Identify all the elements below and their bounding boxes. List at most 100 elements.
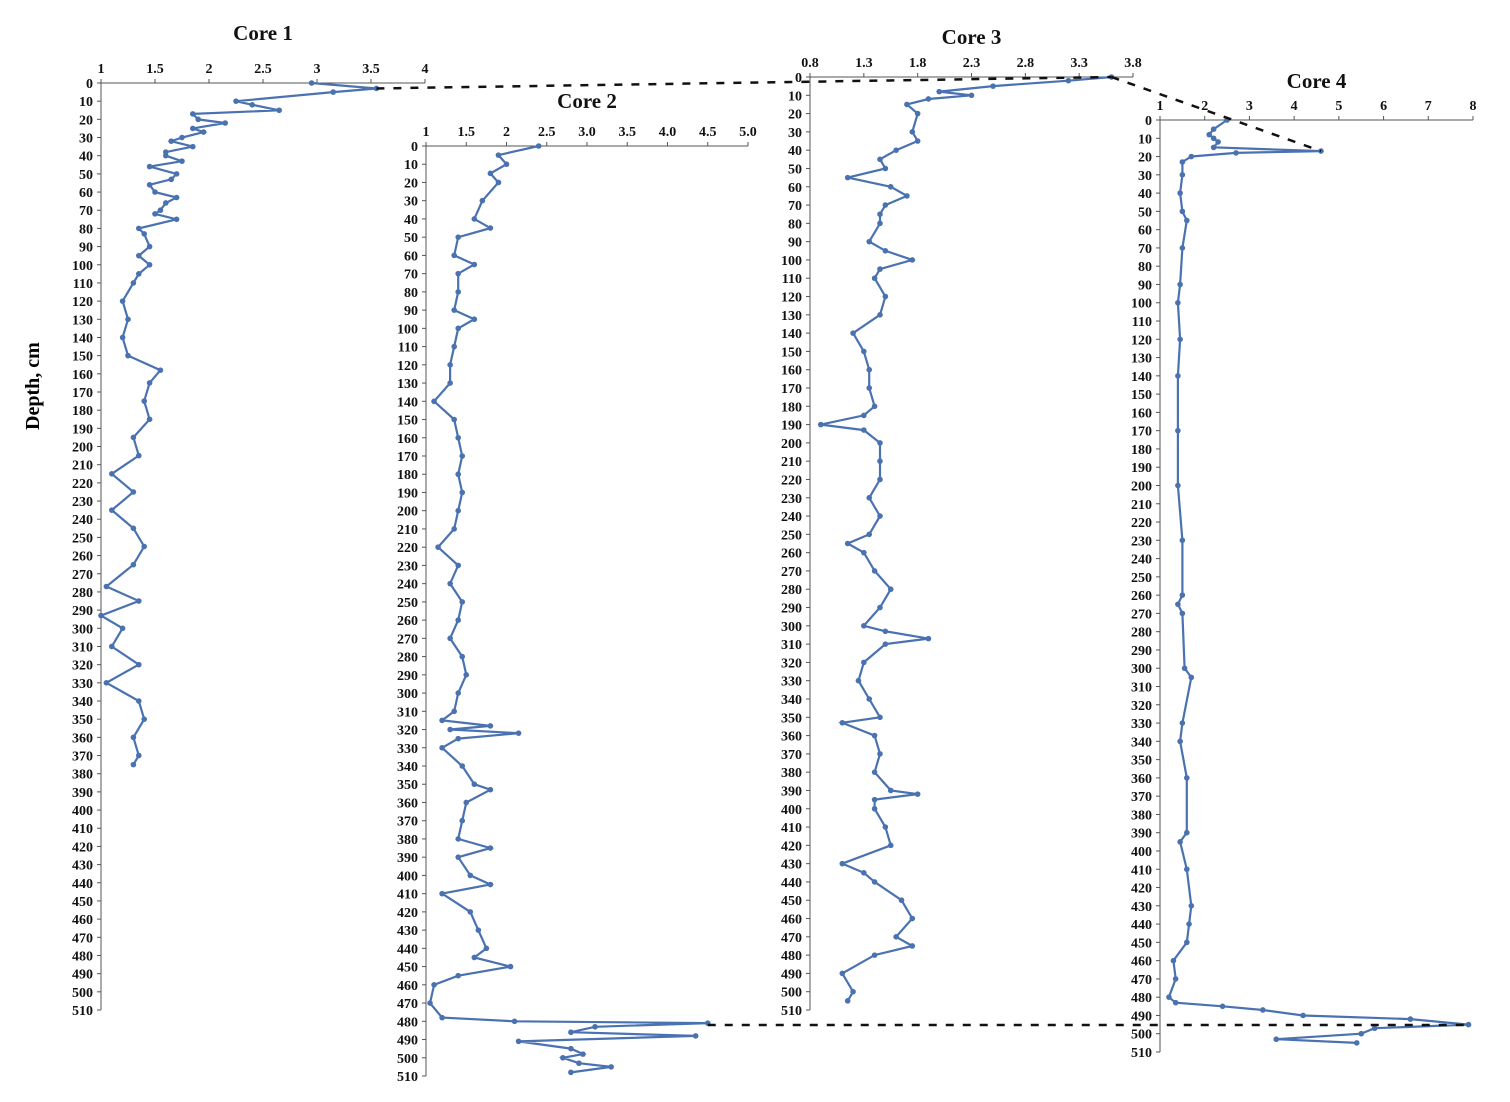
y-tick-label: 290 bbox=[397, 669, 418, 684]
y-tick-label: 240 bbox=[1131, 553, 1152, 568]
y-tick-label: 380 bbox=[397, 833, 418, 848]
y-tick-label: 500 bbox=[1131, 1028, 1152, 1043]
data-point bbox=[146, 163, 153, 170]
y-tick-label: 400 bbox=[72, 804, 93, 819]
data-point bbox=[455, 507, 462, 514]
data-point bbox=[560, 1054, 566, 1061]
data-point bbox=[882, 247, 889, 254]
data-point bbox=[692, 1033, 699, 1039]
data-point bbox=[136, 598, 142, 604]
data-point bbox=[447, 362, 453, 368]
data-point bbox=[866, 494, 873, 501]
data-point bbox=[568, 1045, 574, 1052]
data-point bbox=[877, 476, 883, 483]
y-tick-label: 290 bbox=[1131, 644, 1152, 659]
y-tick-label: 190 bbox=[1131, 461, 1152, 476]
data-point bbox=[877, 714, 883, 721]
y-tick-label: 40 bbox=[404, 213, 418, 228]
data-point bbox=[146, 416, 153, 423]
y-tick-label: 390 bbox=[397, 851, 418, 866]
y-tick-label: 410 bbox=[781, 821, 802, 836]
data-point bbox=[608, 1064, 614, 1070]
y-tick-label: 310 bbox=[781, 638, 802, 653]
y-tick-label: 170 bbox=[72, 386, 93, 401]
y-tick-label: 410 bbox=[72, 822, 93, 837]
data-point bbox=[136, 452, 142, 459]
y-tick-label: 460 bbox=[781, 913, 802, 928]
y-tick-label: 70 bbox=[1138, 242, 1152, 257]
y-tick-label: 110 bbox=[782, 272, 802, 287]
y-tick-label: 30 bbox=[404, 195, 418, 210]
data-point bbox=[109, 643, 115, 650]
data-point bbox=[861, 869, 867, 876]
y-tick-label: 260 bbox=[781, 547, 802, 562]
series-line bbox=[428, 144, 708, 1074]
data-point bbox=[103, 583, 110, 590]
y-tick-label: 0 bbox=[795, 71, 802, 86]
y-tick-label: 440 bbox=[1131, 918, 1152, 933]
y-tick-label: 120 bbox=[781, 291, 802, 306]
y-tick-label: 440 bbox=[72, 877, 93, 892]
data-point bbox=[866, 531, 873, 538]
y-tick-label: 350 bbox=[397, 778, 418, 793]
data-point bbox=[173, 216, 180, 223]
data-point bbox=[1175, 373, 1181, 379]
y-tick-label: 40 bbox=[788, 144, 802, 159]
data-point bbox=[1358, 1030, 1365, 1037]
data-point bbox=[1371, 1025, 1378, 1032]
data-point bbox=[451, 307, 457, 313]
data-point bbox=[471, 316, 478, 323]
data-point bbox=[893, 147, 899, 153]
x-tick-label: 1.5 bbox=[458, 125, 476, 140]
data-point bbox=[136, 271, 142, 277]
y-tick-label: 270 bbox=[397, 632, 418, 647]
data-point bbox=[439, 1014, 445, 1021]
x-tick-label: 2.8 bbox=[1017, 56, 1035, 71]
y-tick-label: 80 bbox=[788, 217, 802, 232]
data-point bbox=[871, 879, 878, 885]
x-tick-label: 2 bbox=[206, 62, 213, 77]
y-tick-label: 260 bbox=[397, 614, 418, 629]
y-tick-label: 510 bbox=[781, 1004, 802, 1019]
panel-core-3: Core 3 0.8 1.3 1.8 2.3 2.8 3.3 3.8 0 10 20 30 40 50 60… bbox=[781, 25, 1142, 1019]
data-point bbox=[877, 513, 883, 519]
y-tick-label: 330 bbox=[397, 742, 418, 757]
y-tick-label: 320 bbox=[1131, 699, 1152, 714]
y-tick-label: 110 bbox=[398, 341, 418, 356]
data-point bbox=[141, 543, 147, 550]
y-tick-label: 420 bbox=[1131, 882, 1152, 897]
y-tick-label: 430 bbox=[1131, 900, 1152, 915]
data-point bbox=[276, 107, 283, 114]
y-tick-label: 360 bbox=[1131, 772, 1152, 787]
y-tick-label: 340 bbox=[1131, 735, 1152, 750]
y-tick-label: 60 bbox=[1138, 224, 1152, 239]
data-point bbox=[447, 635, 453, 642]
y-tick-label: 40 bbox=[1138, 187, 1152, 202]
y-tick-label: 510 bbox=[1131, 1046, 1152, 1061]
y-tick-label: 140 bbox=[397, 395, 418, 410]
data-point bbox=[877, 458, 883, 464]
y-tick-label: 100 bbox=[1131, 297, 1152, 312]
data-point bbox=[871, 805, 878, 812]
data-point bbox=[568, 1069, 574, 1076]
data-point bbox=[130, 280, 137, 286]
data-point bbox=[535, 143, 542, 149]
y-tick-label: 340 bbox=[397, 760, 418, 775]
data-point bbox=[487, 225, 494, 231]
data-point bbox=[431, 398, 437, 405]
y-tick-label: 240 bbox=[397, 578, 418, 593]
y-tick-label: 0 bbox=[86, 77, 93, 92]
y-tick-label: 80 bbox=[1138, 260, 1152, 275]
y-tick-label: 450 bbox=[72, 895, 93, 910]
data-point bbox=[877, 312, 883, 318]
x-tick-label: 4.0 bbox=[659, 125, 677, 140]
data-point bbox=[146, 181, 153, 188]
data-point bbox=[871, 952, 878, 958]
data-point bbox=[1177, 839, 1183, 845]
y-tick-label: 190 bbox=[72, 422, 93, 437]
data-point bbox=[887, 842, 894, 849]
panel-core-4: Core 41 2 3 4 5 6 7 801020304050607080901001101… bbox=[1131, 69, 1477, 1061]
series-line bbox=[820, 75, 1112, 1002]
data-point bbox=[173, 171, 180, 177]
data-point bbox=[136, 225, 142, 232]
